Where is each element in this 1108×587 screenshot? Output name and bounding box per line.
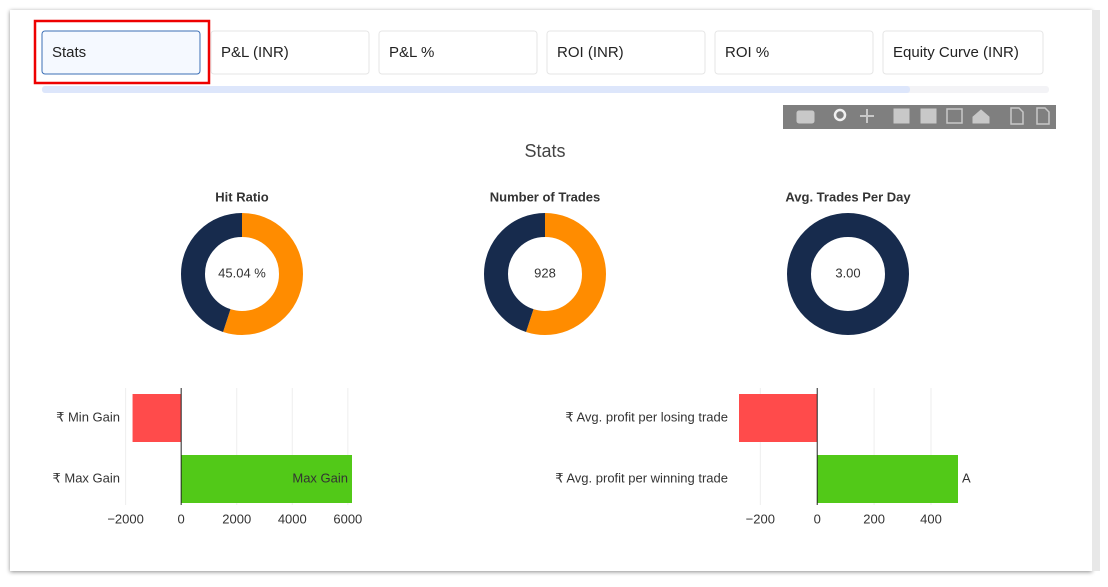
bar [739,394,818,442]
donut-center-label: 45.04 % [218,265,266,280]
home-icon[interactable] [972,109,990,124]
donut-center-label: 928 [534,265,556,280]
tab-label[interactable]: P&L % [389,44,434,61]
tab-label[interactable]: ROI (INR) [557,44,624,61]
autoscale-icon[interactable] [946,108,963,124]
modebar [783,105,1056,129]
tab[interactable] [546,30,706,75]
tab-label[interactable]: Stats [52,44,86,61]
bar [181,455,352,503]
donut-title: Avg. Trades Per Day [785,189,911,204]
donut-slice [484,213,606,335]
tab-label[interactable]: Equity Curve (INR) [893,44,1019,61]
tab-label[interactable]: ROI % [725,44,769,61]
donut-slice [181,213,303,335]
tab[interactable] [210,30,370,75]
donut-slice [787,213,909,335]
bar [817,455,958,503]
tab[interactable] [41,30,201,75]
x-tick-label: 0 [814,511,821,526]
bar [132,394,182,442]
x-tick-label: 2000 [222,511,251,526]
scroll-strip [1092,10,1100,571]
bar-text: A [962,470,971,485]
x-tick-label: 6000 [333,511,362,526]
x-tick-label: −200 [746,511,775,526]
x-tick-label: 0 [178,511,185,526]
tab[interactable] [882,30,1044,75]
x-tick-label: 4000 [278,511,307,526]
x-tick-label: 200 [863,511,885,526]
camera-icon[interactable] [796,110,815,124]
x-tick-label: −2000 [107,511,144,526]
zoom-in-icon[interactable] [893,108,910,124]
y-tick-label: ₹ Avg. profit per winning trade [555,470,728,485]
zoom-icon[interactable] [833,108,847,122]
chart-title: Stats [524,141,565,161]
tab-scroll-thumb[interactable] [42,86,910,93]
x-tick-label: 400 [920,511,942,526]
y-tick-label: ₹ Min Gain [56,409,120,424]
donut-title: Hit Ratio [215,189,269,204]
download-icon[interactable] [1010,107,1024,125]
highlight-box [33,19,211,85]
y-tick-label: ₹ Avg. profit per losing trade [565,409,728,424]
download-icon-2[interactable] [1036,107,1050,125]
bar-text: Max Gain [292,470,348,485]
donut-center-label: 3.00 [835,265,860,280]
donut-title: Number of Trades [490,189,601,204]
tab[interactable] [714,30,874,75]
y-tick-label: ₹ Max Gain [52,470,120,485]
zoom-out-icon[interactable] [920,108,937,124]
tab-label[interactable]: P&L (INR) [221,44,289,61]
pan-icon[interactable] [860,109,874,123]
tab[interactable] [378,30,538,75]
